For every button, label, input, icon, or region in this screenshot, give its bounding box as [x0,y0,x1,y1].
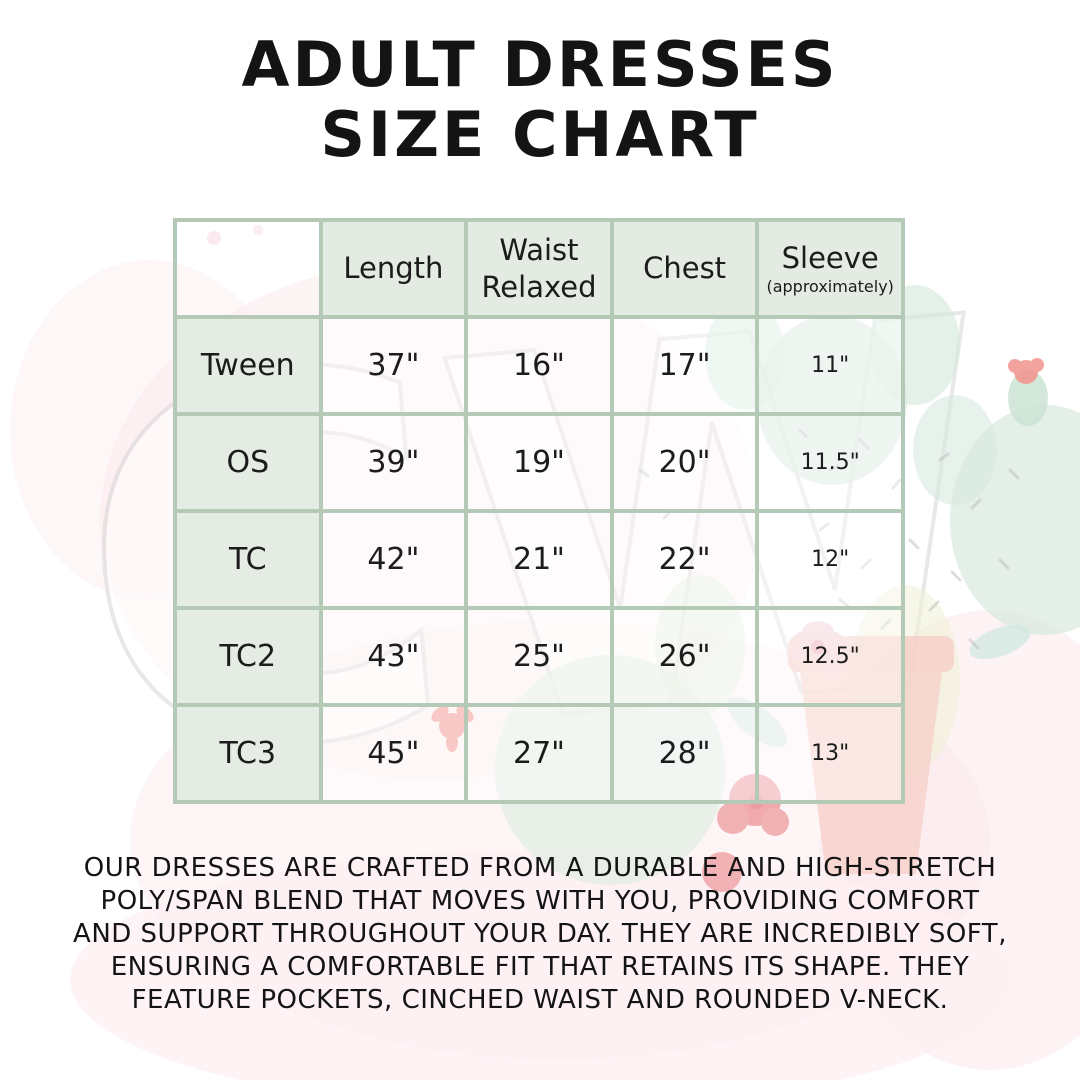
waist-relaxed-value: 16" [464,315,614,416]
column-header-waist-relaxed: Waist Relaxed [464,218,614,319]
chest-value: 22" [609,509,760,610]
sleeve-header-sublabel: (approximately) [766,277,894,297]
page-title: ADULT DRESSES SIZE CHART [0,28,1080,172]
waist-relaxed-value: 19" [464,412,614,513]
sleeve-header-label: Sleeve [781,240,879,275]
table-row-tc: TC 42" 21" 22" 12" [173,509,905,610]
page-title-line2: SIZE CHART [320,98,760,172]
page-title-line1: ADULT DRESSES [241,28,839,101]
chest-value: 17" [609,315,760,416]
size-label: OS [173,412,323,513]
chest-value: 26" [609,606,760,707]
length-value: 39" [318,412,469,513]
length-value: 42" [318,509,469,610]
table-row-tween: Tween 37" 16" 17" 11" [173,315,905,416]
column-header-length: Length [318,218,469,319]
table-corner-cell [173,218,323,319]
size-label: Tween [173,315,323,416]
length-value: 45" [318,703,469,804]
column-header-sleeve: Sleeve (approximately) [755,218,905,319]
sleeve-value: 11.5" [755,412,905,513]
chest-value: 28" [609,703,760,804]
sleeve-value: 12.5" [755,606,905,707]
waist-relaxed-value: 27" [464,703,614,804]
sleeve-value: 12" [755,509,905,610]
waist-relaxed-value: 21" [464,509,614,610]
table-header-row: Length Waist Relaxed Chest Sleeve (appro… [173,218,905,319]
size-chart-table: Length Waist Relaxed Chest Sleeve (appro… [173,218,905,804]
sleeve-value: 11" [755,315,905,416]
length-value: 43" [318,606,469,707]
table-row-tc3: TC3 45" 27" 28" 13" [173,703,905,804]
table-row-os: OS 39" 19" 20" 11.5" [173,412,905,513]
size-label: TC2 [173,606,323,707]
length-value: 37" [318,315,469,416]
column-header-chest: Chest [609,218,760,319]
chest-value: 20" [609,412,760,513]
sleeve-value: 13" [755,703,905,804]
table-row-tc2: TC2 43" 25" 26" 12.5" [173,606,905,707]
size-label: TC3 [173,703,323,804]
waist-relaxed-value: 25" [464,606,614,707]
description-text: OUR DRESSES ARE CRAFTED FROM A DURABLE A… [73,853,1007,1016]
size-label: TC [173,509,323,610]
